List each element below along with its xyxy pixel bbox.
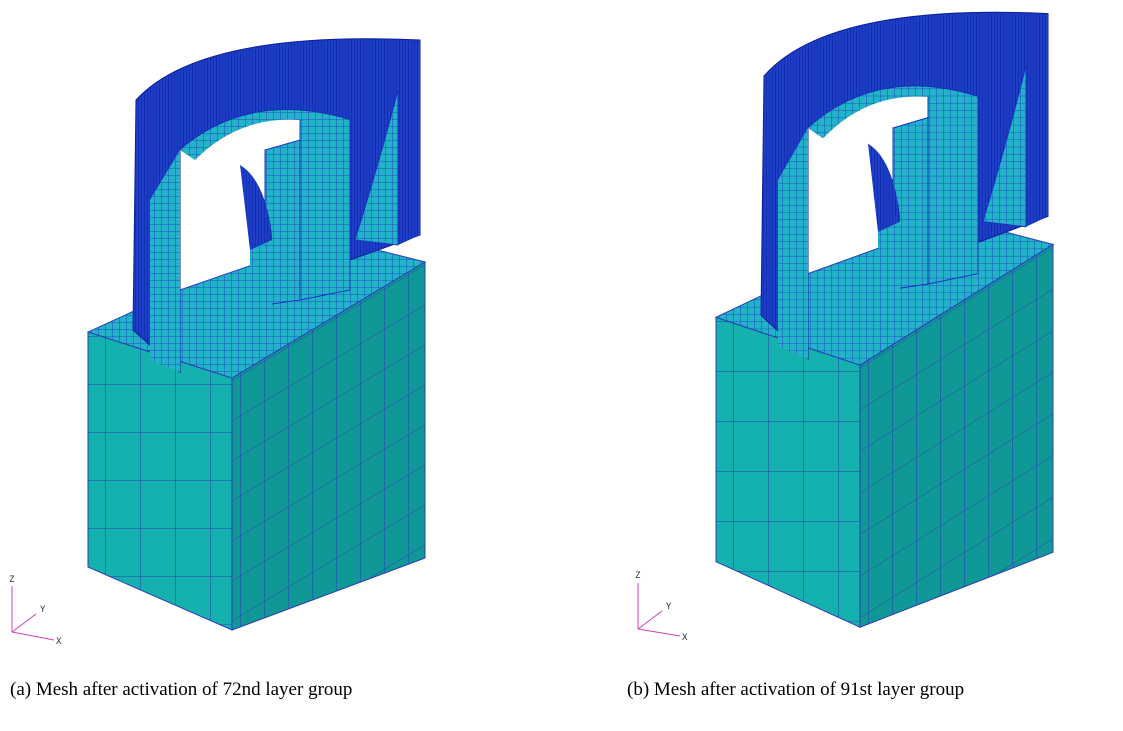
mesh-render	[88, 39, 425, 630]
mesh-render	[716, 12, 1053, 627]
figure-canvas: Z Y X Z Y X (a) Mesh after activation of…	[0, 0, 1123, 731]
axis-label: X	[56, 637, 62, 647]
axis-label: X	[682, 633, 688, 643]
caption: (a) Mesh after activation of 72nd layer …	[10, 679, 352, 700]
axis-label: Z	[635, 571, 641, 581]
axis-label: Y	[40, 605, 46, 615]
axis-triad	[12, 586, 54, 640]
figure: Z Y X Z Y X (a) Mesh after activation of…	[0, 0, 1123, 731]
axis-label: Y	[666, 602, 672, 612]
axis-triad	[638, 583, 680, 636]
caption: (b) Mesh after activation of 91st layer …	[627, 679, 964, 700]
axis-label: Z	[9, 575, 15, 585]
